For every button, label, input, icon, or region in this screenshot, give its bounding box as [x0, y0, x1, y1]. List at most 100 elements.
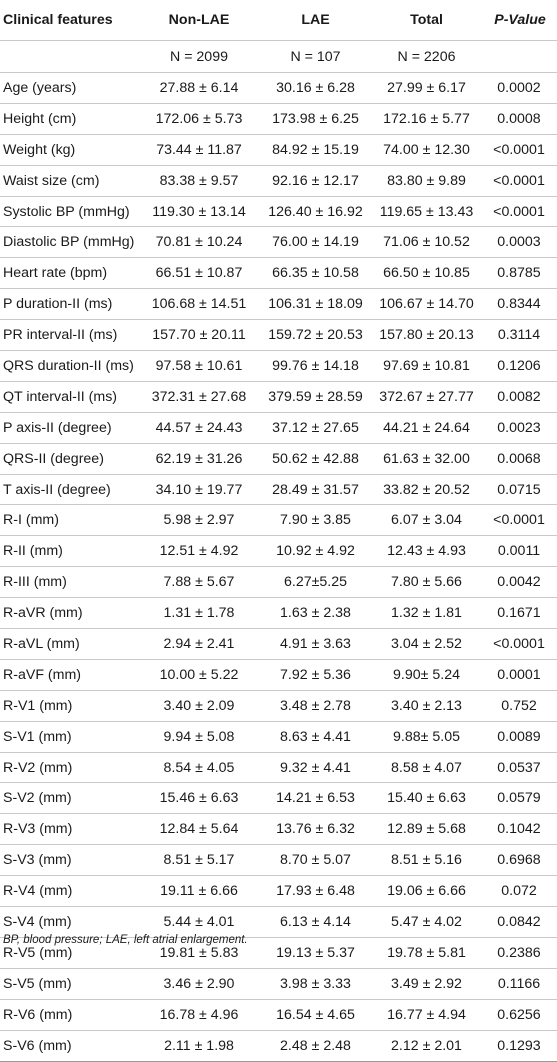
p-value: 0.072	[483, 875, 557, 908]
feature-name: QRS-II (degree)	[0, 443, 137, 475]
total-value: 33.82 ± 20.52	[370, 474, 483, 506]
lae-value: 1.63 ± 2.38	[261, 597, 370, 630]
total-value: 106.67 ± 14.70	[370, 288, 483, 321]
feature-name: S-V1 (mm)	[0, 721, 137, 753]
total-value: 12.43 ± 4.93	[370, 535, 483, 568]
table-row: S-V6 (mm) 2.11 ± 1.98 2.48 ± 2.48 2.12 ± 2.…	[0, 1030, 557, 1062]
table-row: QRS-II (degree) 62.19 ± 31.26 50.62 ± 42.8…	[0, 443, 557, 475]
non-lae-value: 2.11 ± 1.98	[137, 1030, 261, 1062]
total-value: 1.32 ± 1.81	[370, 597, 483, 630]
non-lae-value: 27.88 ± 6.14	[137, 72, 261, 104]
p-value: 0.3114	[483, 319, 557, 352]
lae-value: 50.62 ± 42.88	[261, 443, 370, 475]
total-value: 27.99 ± 6.17	[370, 72, 483, 104]
p-value: 0.1042	[483, 813, 557, 846]
table-row: R-V1 (mm) 3.40 ± 2.09 3.48 ± 2.78 3.40 ± 2.…	[0, 690, 557, 722]
header-non-lae: Non-LAE	[137, 0, 261, 41]
total-value: 74.00 ± 12.30	[370, 134, 483, 166]
lae-value: 8.63 ± 4.41	[261, 721, 370, 753]
lae-value: 28.49 ± 31.57	[261, 474, 370, 506]
non-lae-value: 62.19 ± 31.26	[137, 443, 261, 475]
feature-name: R-V2 (mm)	[0, 752, 137, 784]
p-value: 0.6256	[483, 999, 557, 1031]
total-value: 6.07 ± 3.04	[370, 504, 483, 537]
lae-value: 106.31 ± 18.09	[261, 288, 370, 321]
non-lae-value: 172.06 ± 5.73	[137, 103, 261, 135]
non-lae-value: 372.31 ± 27.68	[137, 381, 261, 413]
n-cell-total: N = 2206	[370, 40, 483, 73]
non-lae-value: 157.70 ± 20.11	[137, 319, 261, 352]
lae-value: 6.27±5.25	[261, 566, 370, 599]
total-value: 71.06 ± 10.52	[370, 226, 483, 259]
p-value: <0.0001	[483, 134, 557, 166]
feature-name: S-V3 (mm)	[0, 844, 137, 877]
non-lae-value: 5.98 ± 2.97	[137, 504, 261, 537]
lae-value: 37.12 ± 27.65	[261, 412, 370, 444]
p-value: 0.0003	[483, 226, 557, 259]
lae-value: 14.21 ± 6.53	[261, 782, 370, 815]
non-lae-value: 1.31 ± 1.78	[137, 597, 261, 630]
table-row: Diastolic BP (mmHg) 70.81 ± 10.24 76.00 ± …	[0, 226, 557, 259]
total-value: 19.78 ± 5.81	[370, 937, 483, 969]
non-lae-value: 66.51 ± 10.87	[137, 257, 261, 290]
p-value: 0.1671	[483, 597, 557, 630]
lae-value: 2.48 ± 2.48	[261, 1030, 370, 1062]
table-row: R-V3 (mm) 12.84 ± 5.64 13.76 ± 6.32 12.89 ±…	[0, 813, 557, 846]
non-lae-value: 3.46 ± 2.90	[137, 968, 261, 1000]
table-row: R-II (mm) 12.51 ± 4.92 10.92 ± 4.92 12.43 ±…	[0, 535, 557, 568]
lae-value: 9.32 ± 4.41	[261, 752, 370, 784]
feature-name: Heart rate (bpm)	[0, 257, 137, 290]
table-row: Waist size (cm) 83.38 ± 9.57 92.16 ± 12.17…	[0, 165, 557, 197]
p-value: 0.0008	[483, 103, 557, 135]
lae-value: 126.40 ± 16.92	[261, 196, 370, 228]
total-value: 372.67 ± 27.77	[370, 381, 483, 413]
total-value: 3.40 ± 2.13	[370, 690, 483, 722]
feature-name: Systolic BP (mmHg)	[0, 196, 137, 228]
n-cell-p	[483, 40, 557, 73]
non-lae-value: 34.10 ± 19.77	[137, 474, 261, 506]
lae-value: 3.48 ± 2.78	[261, 690, 370, 722]
feature-name: R-V6 (mm)	[0, 999, 137, 1031]
p-value: 0.0537	[483, 752, 557, 784]
p-value: 0.752	[483, 690, 557, 722]
total-value: 157.80 ± 20.13	[370, 319, 483, 352]
table-row: P axis-II (degree) 44.57 ± 24.43 37.12 ± 2…	[0, 412, 557, 444]
lae-value: 99.76 ± 14.18	[261, 350, 370, 382]
p-value: 0.0023	[483, 412, 557, 444]
table-row: R-aVR (mm) 1.31 ± 1.78 1.63 ± 2.38 1.32 ± 1…	[0, 597, 557, 630]
p-value: 0.1293	[483, 1030, 557, 1062]
feature-name: R-aVF (mm)	[0, 659, 137, 691]
header-clinical-features: Clinical features	[0, 0, 137, 41]
feature-name: S-V6 (mm)	[0, 1030, 137, 1062]
feature-name: Waist size (cm)	[0, 165, 137, 197]
lae-value: 173.98 ± 6.25	[261, 103, 370, 135]
non-lae-value: 16.78 ± 4.96	[137, 999, 261, 1031]
total-value: 9.88± 5.05	[370, 721, 483, 753]
lae-value: 10.92 ± 4.92	[261, 535, 370, 568]
table-row: S-V2 (mm) 15.46 ± 6.63 14.21 ± 6.53 15.40 ±…	[0, 782, 557, 815]
header-lae: LAE	[261, 0, 370, 41]
header-row: Clinical features Non-LAE LAE Total P-Va…	[0, 0, 557, 41]
feature-name: S-V4 (mm)	[0, 906, 137, 938]
p-value: <0.0001	[483, 165, 557, 197]
p-value: 0.0011	[483, 535, 557, 568]
p-value: 0.0082	[483, 381, 557, 413]
sample-size-row: N = 2099 N = 107 N = 2206	[0, 40, 557, 73]
lae-value: 3.98 ± 3.33	[261, 968, 370, 1000]
feature-name: P axis-II (degree)	[0, 412, 137, 444]
table-row: S-V4 (mm) 5.44 ± 4.01 6.13 ± 4.14 5.47 ± 4.…	[0, 906, 557, 938]
total-value: 8.51 ± 5.16	[370, 844, 483, 877]
table-row: QRS duration-II (ms) 97.58 ± 10.61 99.76 ±…	[0, 350, 557, 382]
table-row: S-V5 (mm) 3.46 ± 2.90 3.98 ± 3.33 3.49 ± 2.…	[0, 968, 557, 1000]
lae-value: 4.91 ± 3.63	[261, 628, 370, 660]
table-row: R-V2 (mm) 8.54 ± 4.05 9.32 ± 4.41 8.58 ± 4.…	[0, 752, 557, 784]
table-row: R-V4 (mm) 19.11 ± 6.66 17.93 ± 6.48 19.06 ±…	[0, 875, 557, 908]
p-value: 0.0002	[483, 72, 557, 104]
feature-name: S-V2 (mm)	[0, 782, 137, 815]
feature-name: R-I (mm)	[0, 504, 137, 537]
table-row: QT interval-II (ms) 372.31 ± 27.68 379.59 …	[0, 381, 557, 413]
non-lae-value: 8.54 ± 4.05	[137, 752, 261, 784]
p-value: 0.6968	[483, 844, 557, 877]
non-lae-value: 8.51 ± 5.17	[137, 844, 261, 877]
